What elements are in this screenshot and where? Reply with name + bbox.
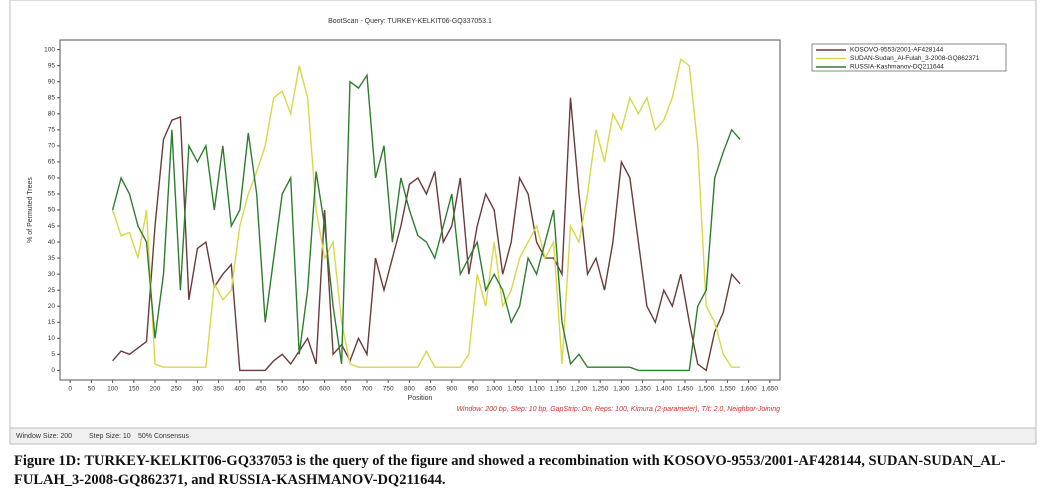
y-tick-label: 70 [48,143,56,150]
x-tick-label: 100 [107,386,118,393]
x-tick-label: 1,050 [507,386,524,393]
x-tick-label: 150 [128,386,139,393]
x-tick-label: 1,400 [656,386,673,393]
x-axis-label: Position [408,395,433,402]
x-tick-label: 900 [446,386,457,393]
settings-note: Window: 200 bp, Step: 10 bp, GapStrip: O… [456,406,780,413]
status-step-size: Step Size: 10 [89,433,131,440]
x-tick-label: 1,200 [571,386,588,393]
x-tick-label: 1,450 [677,386,694,393]
y-tick-label: 55 [48,191,56,198]
y-tick-label: 40 [48,239,56,246]
y-tick-label: 100 [44,46,55,53]
x-tick-label: 1,100 [528,386,545,393]
x-tick-label: 400 [234,386,245,393]
y-axis-label: % of Permuted Trees [27,177,34,243]
x-tick-label: 1,300 [613,386,630,393]
x-tick-label: 1,000 [486,386,503,393]
x-tick-label: 1,650 [762,386,779,393]
y-tick-label: 95 [48,62,56,69]
y-tick-label: 20 [48,303,56,310]
x-tick-label: 350 [213,386,224,393]
x-tick-label: 1,350 [634,386,651,393]
x-tick-label: 750 [383,386,394,393]
x-tick-label: 450 [256,386,267,393]
plot-frame [59,39,781,381]
legend-label: KOSOVO-9553/2001-AF428144 [850,47,944,54]
x-tick-label: 0 [68,386,72,393]
y-tick-label: 75 [48,127,56,134]
x-tick-label: 250 [171,386,182,393]
series-line [112,97,741,372]
x-tick-label: 650 [340,386,351,393]
y-tick-label: 45 [48,223,56,230]
y-tick-label: 85 [48,94,56,101]
chart: BootScan - Query: TURKEY-KELKIT06-GQ3370… [9,0,1037,445]
figure-caption: Figure 1D: TURKEY-KELKIT06-GQ337053 is t… [14,453,1006,488]
x-tick-label: 1,250 [592,386,609,393]
x-tick-label: 800 [404,386,415,393]
x-tick-label: 300 [192,386,203,393]
chart-title: BootScan - Query: TURKEY-KELKIT06-GQ3370… [328,18,492,25]
legend-label: SUDAN-Sudan_Al-Fulah_3-2008-GQ862371 [850,55,980,62]
x-tick-label: 850 [425,386,436,393]
x-tick-label: 500 [277,386,288,393]
x-tick-label: 700 [362,386,373,393]
x-tick-label: 200 [150,386,161,393]
y-tick-label: 60 [48,175,56,182]
x-tick-label: 50 [88,386,96,393]
y-tick-label: 5 [51,351,55,358]
y-tick-label: 25 [48,287,56,294]
x-tick-label: 1,150 [550,386,567,393]
series-line [111,57,741,368]
y-tick-label: 35 [48,255,56,262]
x-tick-label: 950 [468,386,479,393]
y-tick-label: 15 [48,319,56,326]
status-window-size: Window Size: 200 [16,433,72,440]
x-tick-label: 1,550 [719,386,736,393]
y-tick-label: 50 [48,207,56,214]
x-tick-label: 550 [298,386,309,393]
y-tick-label: 80 [48,110,56,117]
x-tick-label: 1,600 [740,386,757,393]
y-tick-label: 90 [48,78,56,85]
series-line [111,73,741,372]
status-bar [9,427,1037,445]
x-tick-label: 600 [319,386,330,393]
x-tick-label: 1,500 [698,386,715,393]
legend-label: RUSSIA-Kashmanov-DQ211644 [850,64,944,71]
status-consensus: 50% Consensus [138,433,189,440]
y-tick-label: 10 [48,335,56,342]
y-tick-label: 65 [48,159,56,166]
y-tick-label: 30 [48,271,56,278]
y-tick-label: 0 [51,367,55,374]
